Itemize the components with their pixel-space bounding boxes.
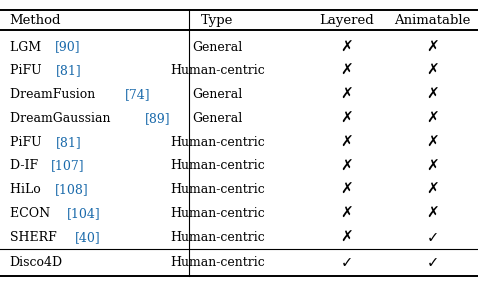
Text: ✓: ✓ <box>426 255 439 270</box>
Text: ✗: ✗ <box>426 182 439 197</box>
Text: [81]: [81] <box>55 136 81 149</box>
Text: ECON: ECON <box>10 207 54 220</box>
Text: PiFU: PiFU <box>10 136 45 149</box>
Text: ✗: ✗ <box>426 158 439 173</box>
Text: Human-centric: Human-centric <box>170 64 265 77</box>
Text: Human-centric: Human-centric <box>170 207 265 220</box>
Text: Human-centric: Human-centric <box>170 183 265 196</box>
Text: Human-centric: Human-centric <box>170 256 265 269</box>
Text: HiLo: HiLo <box>10 183 44 196</box>
Text: ✗: ✗ <box>426 134 439 150</box>
Text: ✗: ✗ <box>426 111 439 126</box>
Text: Method: Method <box>10 14 61 27</box>
Text: [89]: [89] <box>144 112 170 125</box>
Text: ✗: ✗ <box>426 87 439 102</box>
Text: Layered: Layered <box>319 14 374 27</box>
Text: [107]: [107] <box>51 159 85 173</box>
Text: ✗: ✗ <box>340 230 353 245</box>
Text: ✗: ✗ <box>426 63 439 78</box>
Text: DreamFusion: DreamFusion <box>10 88 99 101</box>
Text: [108]: [108] <box>54 183 88 196</box>
Text: Human-centric: Human-centric <box>170 136 265 149</box>
Text: ✗: ✗ <box>426 206 439 221</box>
Text: SHERF: SHERF <box>10 231 60 244</box>
Text: [90]: [90] <box>55 41 80 54</box>
Text: ✗: ✗ <box>340 206 353 221</box>
Text: Disco4D: Disco4D <box>10 256 63 269</box>
Text: Human-centric: Human-centric <box>170 231 265 244</box>
Text: ✓: ✓ <box>426 230 439 245</box>
Text: ✗: ✗ <box>340 87 353 102</box>
Text: ✗: ✗ <box>340 134 353 150</box>
Text: ✗: ✗ <box>340 39 353 54</box>
Text: ✗: ✗ <box>340 63 353 78</box>
Text: General: General <box>192 41 243 54</box>
Text: [81]: [81] <box>55 64 81 77</box>
Text: General: General <box>192 88 243 101</box>
Text: DreamGaussian: DreamGaussian <box>10 112 114 125</box>
Text: PiFU: PiFU <box>10 64 45 77</box>
Text: ✗: ✗ <box>340 111 353 126</box>
Text: ✗: ✗ <box>340 158 353 173</box>
Text: Animatable: Animatable <box>394 14 471 27</box>
Text: ✗: ✗ <box>426 39 439 54</box>
Text: ✓: ✓ <box>340 255 353 270</box>
Text: Human-centric: Human-centric <box>170 159 265 173</box>
Text: General: General <box>192 112 243 125</box>
Text: Type: Type <box>201 14 234 27</box>
Text: D-IF: D-IF <box>10 159 42 173</box>
Text: ✗: ✗ <box>340 182 353 197</box>
Text: [104]: [104] <box>66 207 100 220</box>
Text: [40]: [40] <box>75 231 101 244</box>
Text: [74]: [74] <box>125 88 151 101</box>
Text: LGM: LGM <box>10 41 44 54</box>
